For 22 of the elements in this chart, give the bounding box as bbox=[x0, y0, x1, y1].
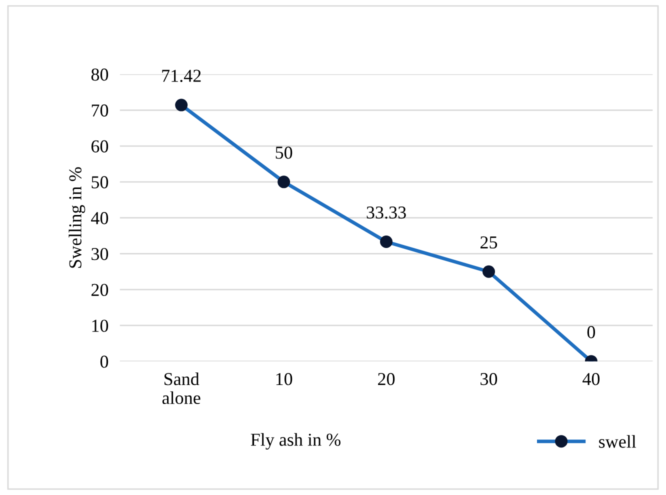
y-tick-label: 40 bbox=[91, 212, 108, 224]
data-label: 50 bbox=[276, 146, 292, 159]
y-axis-title: Swelling in % bbox=[68, 167, 86, 268]
y-tick-label: 10 bbox=[92, 320, 108, 332]
y-tick-label: 60 bbox=[91, 140, 108, 152]
x-axis-title: Fly ash in % bbox=[250, 433, 340, 450]
legend-label: swell bbox=[599, 435, 636, 448]
y-tick-label: 70 bbox=[92, 104, 108, 117]
y-tick-label: 0 bbox=[100, 356, 108, 368]
y-tick-label: 80 bbox=[91, 68, 108, 81]
data-label: 71.42 bbox=[162, 70, 201, 82]
data-label: 0 bbox=[587, 326, 596, 338]
x-tick-label: 10 bbox=[276, 372, 292, 386]
y-tick-label: 30 bbox=[92, 248, 108, 260]
data-label: 25 bbox=[480, 236, 498, 249]
data-label: 33.33 bbox=[366, 206, 406, 219]
x-tick-label: Sand alone bbox=[162, 372, 200, 404]
x-tick-label: 20 bbox=[378, 372, 395, 386]
y-tick-label: 50 bbox=[92, 176, 108, 188]
x-tick-label: 30 bbox=[480, 372, 498, 386]
x-tick-label: 40 bbox=[582, 372, 600, 386]
y-tick-label: 20 bbox=[92, 284, 108, 296]
